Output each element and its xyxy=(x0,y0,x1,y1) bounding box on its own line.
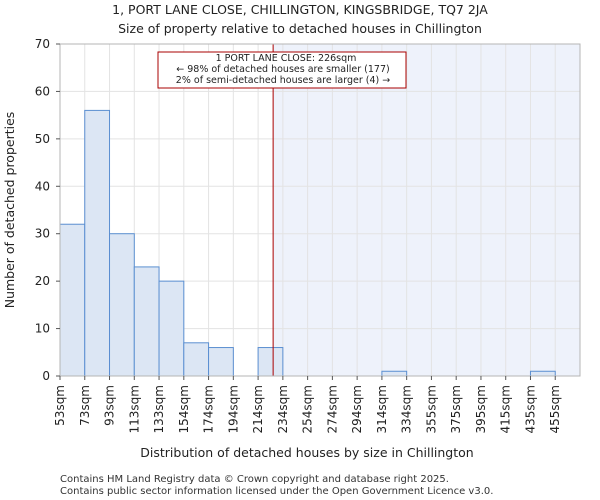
x-tick-label: 154sqm xyxy=(177,385,191,433)
y-tick-label: 60 xyxy=(35,84,50,98)
x-tick-label: 53sqm xyxy=(53,385,67,426)
x-tick-label: 254sqm xyxy=(301,385,315,433)
x-tick-label: 395sqm xyxy=(474,385,488,433)
y-tick-label: 20 xyxy=(35,274,50,288)
y-tick-label: 0 xyxy=(42,369,50,383)
x-tick-label: 415sqm xyxy=(499,385,513,433)
y-tick-label: 50 xyxy=(35,132,50,146)
x-tick-label: 314sqm xyxy=(375,385,389,433)
bar-53sqm xyxy=(59,223,86,377)
x-tick-label: 194sqm xyxy=(226,385,240,433)
x-tick-label: 375sqm xyxy=(449,385,463,433)
annotation-border xyxy=(157,51,407,89)
annotation-line-3: 2% of semi-detached houses are larger (4… xyxy=(176,75,390,86)
chart-subtitle: Size of property relative to detached ho… xyxy=(118,21,482,36)
chart-title: 1, PORT LANE CLOSE, CHILLINGTON, KINGSBR… xyxy=(112,2,488,17)
y-tick-label: 70 xyxy=(35,37,50,51)
x-tick-label: 334sqm xyxy=(400,385,414,433)
bars xyxy=(59,109,556,377)
bar-93sqm xyxy=(109,233,135,377)
annotation-box: 1 PORT LANE CLOSE: 226sqm ← 98% of detac… xyxy=(157,51,407,89)
x-tick-label: 435sqm xyxy=(523,385,537,433)
y-axis-ticks: 0 10 20 30 40 50 60 70 xyxy=(35,37,60,383)
bar-435sqm xyxy=(529,370,556,377)
x-tick-label: 234sqm xyxy=(276,385,290,433)
footer-line-1: Contains HM Land Registry data © Crown c… xyxy=(60,474,449,485)
footer-line-2: Contains public sector information licen… xyxy=(60,486,493,497)
x-tick-label: 93sqm xyxy=(103,385,117,426)
bar-154sqm xyxy=(183,342,210,377)
x-tick-label: 73sqm xyxy=(78,385,92,426)
x-axis-ticks: 53sqm 73sqm 93sqm 113sqm 133sqm 154sqm 174sqm 1… xyxy=(53,376,562,433)
annotation-line-2: ← 98% of detached houses are smaller (17… xyxy=(176,64,389,75)
y-tick-label: 30 xyxy=(35,227,50,241)
highlight-region xyxy=(273,44,580,376)
x-tick-label: 274sqm xyxy=(325,385,339,433)
x-tick-label: 455sqm xyxy=(548,385,562,433)
bar-133sqm xyxy=(158,280,185,377)
x-tick-label: 355sqm xyxy=(424,385,438,433)
annotation-line-1: 1 PORT LANE CLOSE: 226sqm xyxy=(216,53,357,64)
x-tick-label: 214sqm xyxy=(251,385,265,433)
bar-314sqm xyxy=(381,370,408,377)
x-tick-label: 133sqm xyxy=(152,385,166,433)
bar-174sqm xyxy=(208,347,234,377)
x-axis-label: Distribution of detached houses by size … xyxy=(140,445,473,460)
y-tick-label: 40 xyxy=(35,179,50,193)
plot-area xyxy=(59,43,581,377)
x-tick-label: 113sqm xyxy=(127,385,141,433)
x-tick-label: 174sqm xyxy=(202,385,216,433)
bar-214sqm xyxy=(257,347,284,377)
x-tick-label: 294sqm xyxy=(350,385,364,433)
bar-113sqm xyxy=(133,266,160,377)
y-axis-label: Number of detached properties xyxy=(2,112,17,309)
y-tick-label: 10 xyxy=(35,322,50,336)
bar-73sqm xyxy=(84,109,111,377)
